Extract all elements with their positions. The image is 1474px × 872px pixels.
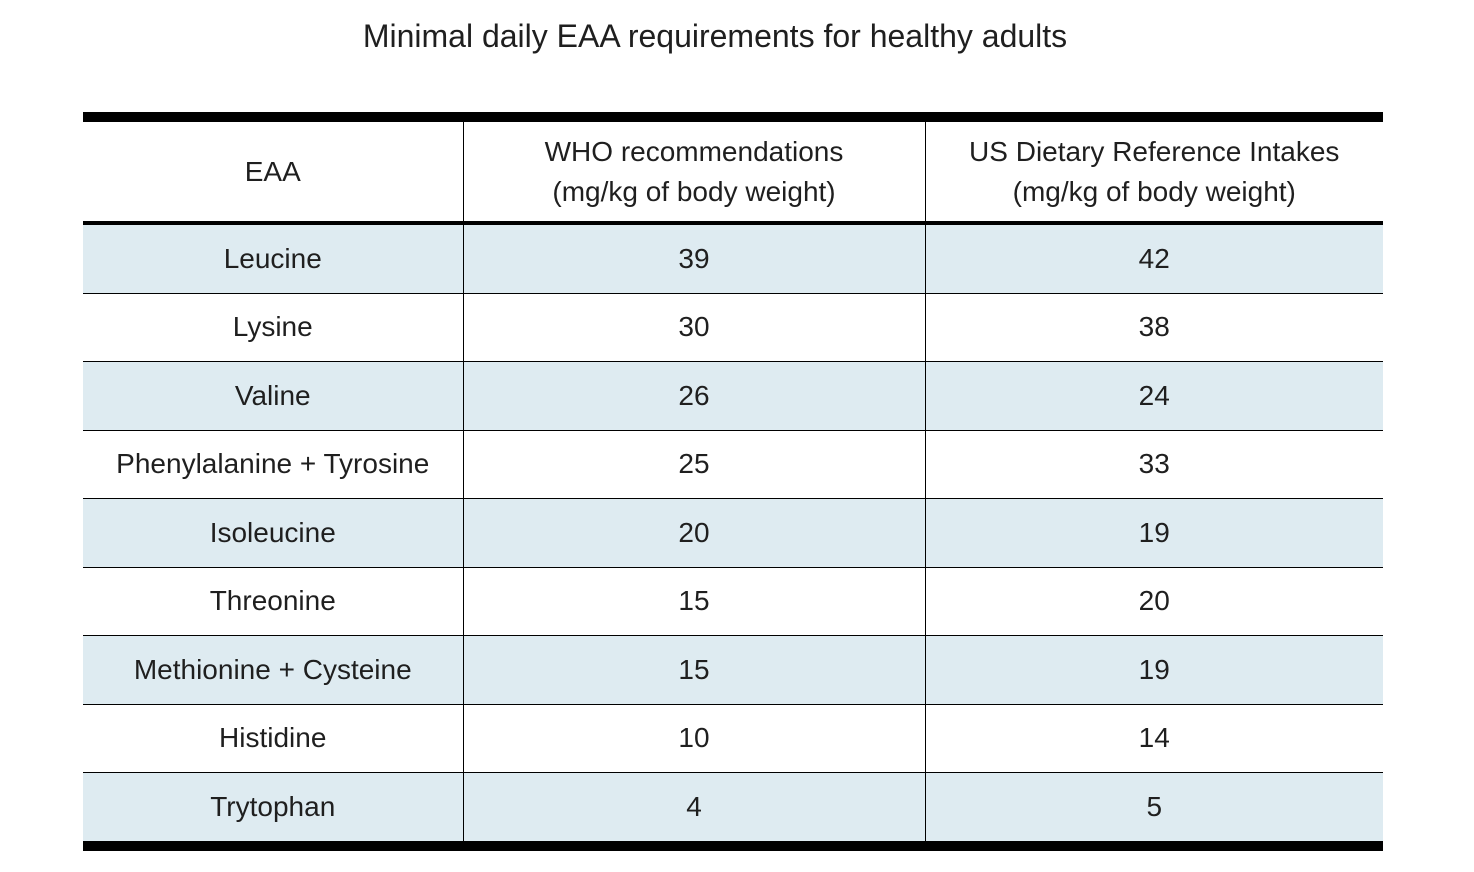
eaa-table-container: EAA WHO recommendations (mg/kg of body w… bbox=[83, 112, 1383, 851]
header-who-label: WHO recommendations bbox=[544, 135, 844, 167]
cell-who: 4 bbox=[462, 772, 925, 846]
header-who-unit: (mg/kg of body weight) bbox=[552, 175, 836, 207]
cell-who: 26 bbox=[462, 361, 925, 430]
cell-eaa: Histidine bbox=[83, 703, 463, 773]
cell-eaa: Methionine + Cysteine bbox=[83, 635, 463, 704]
table-row: Histidine 10 14 bbox=[83, 703, 1383, 773]
cell-eaa: Lysine bbox=[83, 292, 463, 362]
cell-eaa: Threonine bbox=[83, 566, 463, 636]
header-eaa: EAA bbox=[83, 117, 463, 225]
cell-us-dri: 19 bbox=[924, 498, 1383, 567]
cell-who: 30 bbox=[462, 292, 925, 362]
table-row: Phenylalanine + Tyrosine 25 33 bbox=[83, 429, 1383, 499]
cell-eaa: Phenylalanine + Tyrosine bbox=[83, 429, 463, 499]
cell-who: 25 bbox=[462, 429, 925, 499]
cell-us-dri: 19 bbox=[924, 635, 1383, 704]
cell-us-dri: 42 bbox=[924, 223, 1383, 293]
table-row: Lysine 30 38 bbox=[83, 292, 1383, 362]
table-row: Isoleucine 20 19 bbox=[83, 498, 1383, 567]
table-row: Threonine 15 20 bbox=[83, 566, 1383, 636]
header-eaa-label: EAA bbox=[244, 155, 301, 187]
table-row: Methionine + Cysteine 15 19 bbox=[83, 635, 1383, 704]
cell-us-dri: 38 bbox=[924, 292, 1383, 362]
table-header-row: EAA WHO recommendations (mg/kg of body w… bbox=[83, 117, 1383, 225]
cell-who: 39 bbox=[462, 223, 925, 293]
cell-who: 15 bbox=[462, 566, 925, 636]
header-us-dri-unit: (mg/kg of body weight) bbox=[1012, 175, 1296, 207]
header-us-dri-label: US Dietary Reference Intakes bbox=[969, 135, 1340, 167]
cell-us-dri: 33 bbox=[924, 429, 1383, 499]
cell-who: 15 bbox=[462, 635, 925, 704]
cell-us-dri: 14 bbox=[924, 703, 1383, 773]
header-us-dri: US Dietary Reference Intakes (mg/kg of b… bbox=[924, 117, 1383, 225]
cell-eaa: Isoleucine bbox=[83, 498, 463, 567]
table-row: Valine 26 24 bbox=[83, 361, 1383, 430]
cell-us-dri: 24 bbox=[924, 361, 1383, 430]
table-row: Trytophan 4 5 bbox=[83, 772, 1383, 846]
cell-us-dri: 5 bbox=[924, 772, 1383, 846]
cell-eaa: Trytophan bbox=[83, 772, 463, 846]
eaa-requirements-table: EAA WHO recommendations (mg/kg of body w… bbox=[83, 112, 1383, 851]
table-row: Leucine 39 42 bbox=[83, 223, 1383, 293]
cell-who: 10 bbox=[462, 703, 925, 773]
header-who: WHO recommendations (mg/kg of body weigh… bbox=[462, 117, 925, 225]
page-title: Minimal daily EAA requirements for healt… bbox=[362, 18, 1068, 54]
cell-eaa: Valine bbox=[83, 361, 463, 430]
cell-who: 20 bbox=[462, 498, 925, 567]
cell-eaa: Leucine bbox=[83, 223, 463, 293]
cell-us-dri: 20 bbox=[924, 566, 1383, 636]
